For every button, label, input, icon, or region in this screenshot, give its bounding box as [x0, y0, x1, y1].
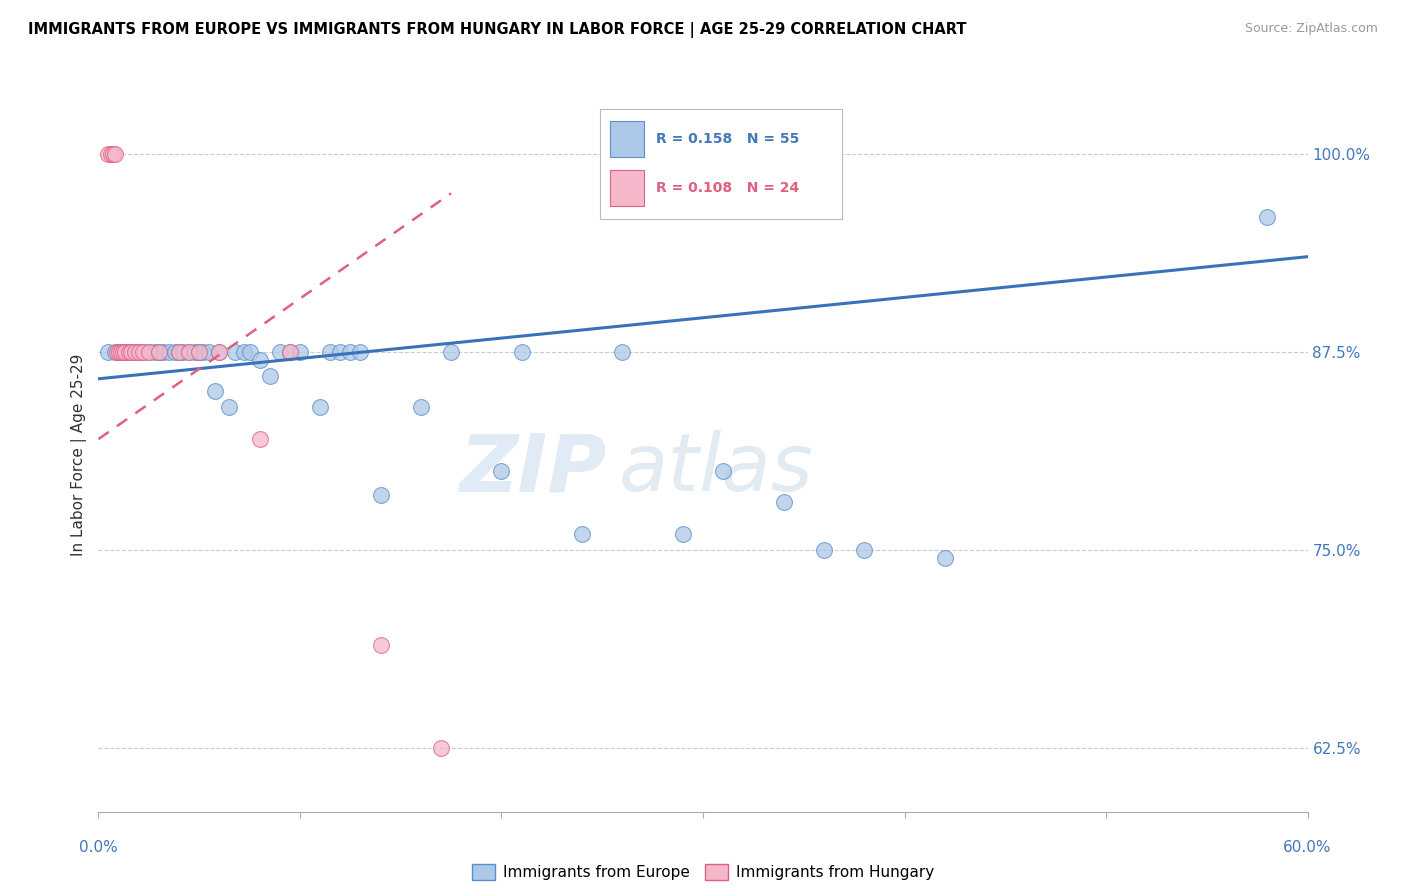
- Point: [319, 344, 342, 359]
- Point: [249, 352, 271, 367]
- Point: [132, 344, 155, 359]
- Point: [111, 344, 134, 359]
- Point: [132, 344, 155, 359]
- Point: [370, 487, 392, 501]
- Point: [138, 344, 160, 359]
- Point: [1256, 210, 1278, 224]
- Point: [103, 344, 125, 359]
- Point: [612, 344, 634, 359]
- Point: [111, 344, 134, 359]
- Point: [143, 344, 166, 359]
- Point: [179, 344, 201, 359]
- Point: [124, 344, 146, 359]
- Point: [409, 401, 432, 415]
- Point: [184, 344, 207, 359]
- Point: [152, 344, 174, 359]
- Point: [107, 344, 129, 359]
- Point: [249, 432, 271, 446]
- Point: [269, 344, 291, 359]
- Point: [491, 464, 513, 478]
- Point: [110, 344, 132, 359]
- Point: [208, 344, 231, 359]
- Point: [339, 344, 361, 359]
- Point: [218, 401, 240, 415]
- Point: [107, 344, 129, 359]
- Point: [309, 401, 332, 415]
- Point: [138, 344, 160, 359]
- Point: [853, 543, 876, 558]
- Point: [430, 741, 453, 756]
- Point: [349, 344, 371, 359]
- Point: [114, 344, 136, 359]
- Point: [167, 344, 190, 359]
- Point: [224, 344, 246, 359]
- Point: [157, 344, 180, 359]
- Text: atlas: atlas: [619, 430, 813, 508]
- Point: [672, 527, 695, 541]
- Point: [172, 344, 194, 359]
- Text: 60.0%: 60.0%: [1284, 840, 1331, 855]
- Point: [232, 344, 254, 359]
- Text: ZIP: ZIP: [458, 430, 606, 508]
- Point: [571, 527, 593, 541]
- Point: [105, 344, 128, 359]
- Point: [370, 638, 392, 652]
- Point: [101, 146, 124, 161]
- Point: [239, 344, 262, 359]
- Point: [167, 344, 190, 359]
- Point: [118, 344, 141, 359]
- Point: [120, 344, 142, 359]
- Point: [288, 344, 311, 359]
- Point: [148, 344, 170, 359]
- Point: [118, 344, 141, 359]
- Point: [97, 146, 120, 161]
- Point: [128, 344, 150, 359]
- Point: [103, 146, 125, 161]
- Point: [188, 344, 211, 359]
- Point: [188, 344, 211, 359]
- Point: [711, 464, 734, 478]
- Point: [163, 344, 186, 359]
- Point: [198, 344, 221, 359]
- Point: [208, 344, 231, 359]
- Point: [440, 344, 463, 359]
- Text: 0.0%: 0.0%: [79, 840, 118, 855]
- Point: [148, 344, 170, 359]
- Point: [934, 551, 956, 566]
- Point: [128, 344, 150, 359]
- Point: [97, 344, 120, 359]
- Legend: Immigrants from Europe, Immigrants from Hungary: Immigrants from Europe, Immigrants from …: [467, 858, 939, 886]
- Point: [772, 495, 794, 509]
- Point: [118, 344, 141, 359]
- Point: [813, 543, 835, 558]
- Point: [278, 344, 301, 359]
- Text: Source: ZipAtlas.com: Source: ZipAtlas.com: [1244, 22, 1378, 36]
- Point: [179, 344, 201, 359]
- Point: [114, 344, 136, 359]
- Point: [100, 146, 122, 161]
- Point: [114, 344, 136, 359]
- Point: [278, 344, 301, 359]
- Point: [204, 384, 226, 399]
- Y-axis label: In Labor Force | Age 25-29: In Labor Force | Age 25-29: [72, 354, 87, 556]
- Point: [124, 344, 146, 359]
- Text: IMMIGRANTS FROM EUROPE VS IMMIGRANTS FROM HUNGARY IN LABOR FORCE | AGE 25-29 COR: IMMIGRANTS FROM EUROPE VS IMMIGRANTS FRO…: [28, 22, 966, 38]
- Point: [329, 344, 352, 359]
- Point: [259, 368, 281, 383]
- Point: [193, 344, 215, 359]
- Point: [510, 344, 533, 359]
